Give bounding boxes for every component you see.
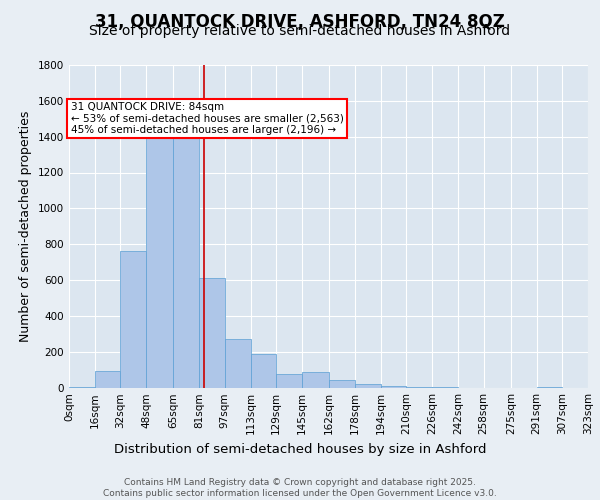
- Bar: [329, 380, 355, 388]
- Bar: [302, 372, 329, 388]
- Bar: [225, 339, 251, 388]
- Bar: [432, 386, 458, 388]
- Bar: [406, 386, 432, 388]
- Bar: [69, 386, 95, 388]
- Bar: [146, 128, 173, 388]
- Bar: [276, 374, 302, 388]
- Bar: [199, 278, 225, 388]
- Bar: [121, 252, 146, 388]
- Bar: [355, 384, 381, 388]
- Bar: [536, 386, 562, 388]
- Bar: [173, 138, 199, 388]
- Text: 31 QUANTOCK DRIVE: 84sqm
← 53% of semi-detached houses are smaller (2,563)
45% o: 31 QUANTOCK DRIVE: 84sqm ← 53% of semi-d…: [71, 102, 343, 136]
- Text: Contains HM Land Registry data © Crown copyright and database right 2025.
Contai: Contains HM Land Registry data © Crown c…: [103, 478, 497, 498]
- Text: 31, QUANTOCK DRIVE, ASHFORD, TN24 8QZ: 31, QUANTOCK DRIVE, ASHFORD, TN24 8QZ: [95, 12, 505, 30]
- Y-axis label: Number of semi-detached properties: Number of semi-detached properties: [19, 110, 32, 342]
- Bar: [251, 354, 276, 388]
- Bar: [95, 372, 121, 388]
- Text: Distribution of semi-detached houses by size in Ashford: Distribution of semi-detached houses by …: [114, 442, 486, 456]
- Text: Size of property relative to semi-detached houses in Ashford: Size of property relative to semi-detach…: [89, 24, 511, 38]
- Bar: [381, 386, 406, 388]
